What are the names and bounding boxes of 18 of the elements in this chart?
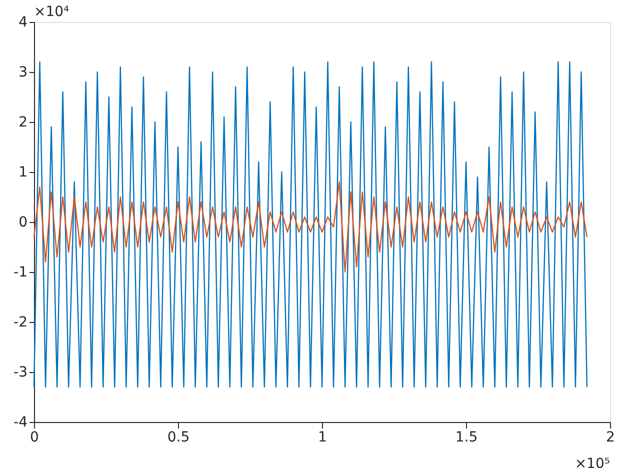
y-tick-label: 4 (18, 14, 28, 30)
line-series (33, 61, 588, 388)
y-tick-label: -2 (14, 314, 28, 330)
x-tick-label: 0 (30, 430, 39, 446)
line-series (33, 181, 588, 273)
x-tick-label: 2 (606, 430, 615, 446)
y-tick-label: -4 (14, 414, 28, 430)
y-tick-label: 1 (18, 164, 28, 180)
x-tick-label: 1 (318, 430, 327, 446)
x-tick-label: 0.5 (167, 430, 190, 446)
text: ×10⁴ (34, 4, 70, 20)
text: ×10⁵ (574, 456, 610, 468)
y-tick-label: 3 (18, 64, 28, 80)
y-tick-label: 2 (18, 114, 28, 130)
x-tick-label: 1.5 (455, 430, 478, 446)
y-tick-label: -1 (14, 264, 28, 280)
y-tick-label: -3 (14, 364, 28, 380)
y-tick-label: 0 (18, 214, 28, 230)
